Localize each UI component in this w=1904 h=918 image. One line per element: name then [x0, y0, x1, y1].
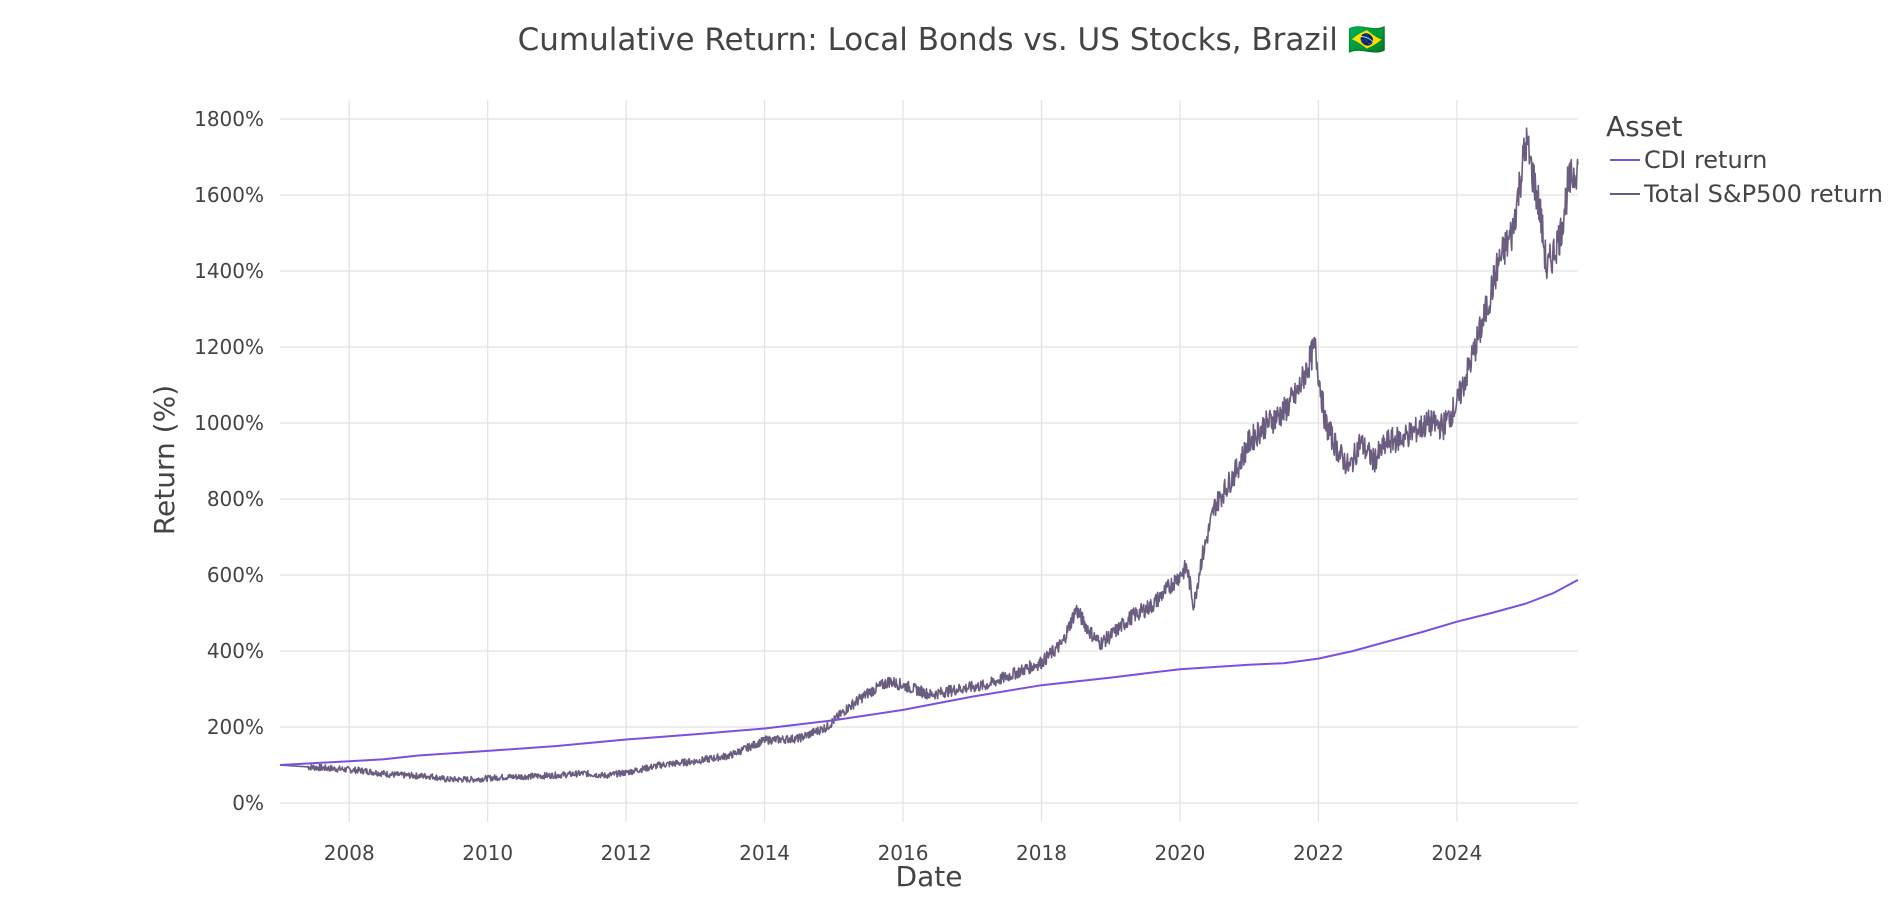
- x-tick-label: 2008: [324, 841, 375, 865]
- cdi-return-line: [279, 579, 1579, 766]
- legend-title: Asset: [1606, 110, 1683, 143]
- legend-label: Total S&P500 return: [1643, 180, 1883, 208]
- x-tick-label: 2012: [601, 841, 652, 865]
- x-tick-label: 2016: [878, 841, 929, 865]
- y-tick-label: 0%: [232, 791, 264, 815]
- x-tick-label: 2024: [1431, 841, 1482, 865]
- legend-label: CDI return: [1644, 146, 1767, 174]
- y-tick-label: 1000%: [194, 411, 264, 435]
- x-axis-title: Date: [896, 860, 963, 893]
- chart-title: Cumulative Return: Local Bonds vs. US St…: [518, 22, 1387, 58]
- y-tick-label: 200%: [207, 715, 264, 739]
- y-tick-label: 600%: [207, 563, 264, 587]
- y-axis-ticks: 0% 200% 400% 600% 800% 1000% 1200% 1400% 1600% 18…: [194, 107, 264, 815]
- y-tick-label: 1400%: [194, 259, 264, 283]
- y-tick-label: 1600%: [194, 183, 264, 207]
- y-tick-label: 800%: [207, 487, 264, 511]
- y-axis-title: Return (%): [148, 385, 181, 535]
- y-tick-label: 1800%: [194, 107, 264, 131]
- grid: [280, 100, 1578, 822]
- x-tick-label: 2020: [1154, 841, 1205, 865]
- y-tick-label: 1200%: [194, 335, 264, 359]
- x-tick-label: 2010: [462, 841, 513, 865]
- y-tick-label: 400%: [207, 639, 264, 663]
- x-tick-label: 2014: [739, 841, 790, 865]
- x-tick-label: 2018: [1016, 841, 1067, 865]
- x-tick-label: 2022: [1293, 841, 1344, 865]
- sp500-return-line: [279, 127, 1579, 783]
- legend[interactable]: Asset CDI return Total S&P500 return: [1606, 110, 1883, 208]
- legend-item[interactable]: Total S&P500 return: [1610, 180, 1883, 208]
- legend-item[interactable]: CDI return: [1610, 146, 1767, 174]
- series-layer: [279, 127, 1579, 783]
- x-axis-ticks: 2008 2010 2012 2014 2016 2018 2020 2022 2024: [324, 841, 1483, 865]
